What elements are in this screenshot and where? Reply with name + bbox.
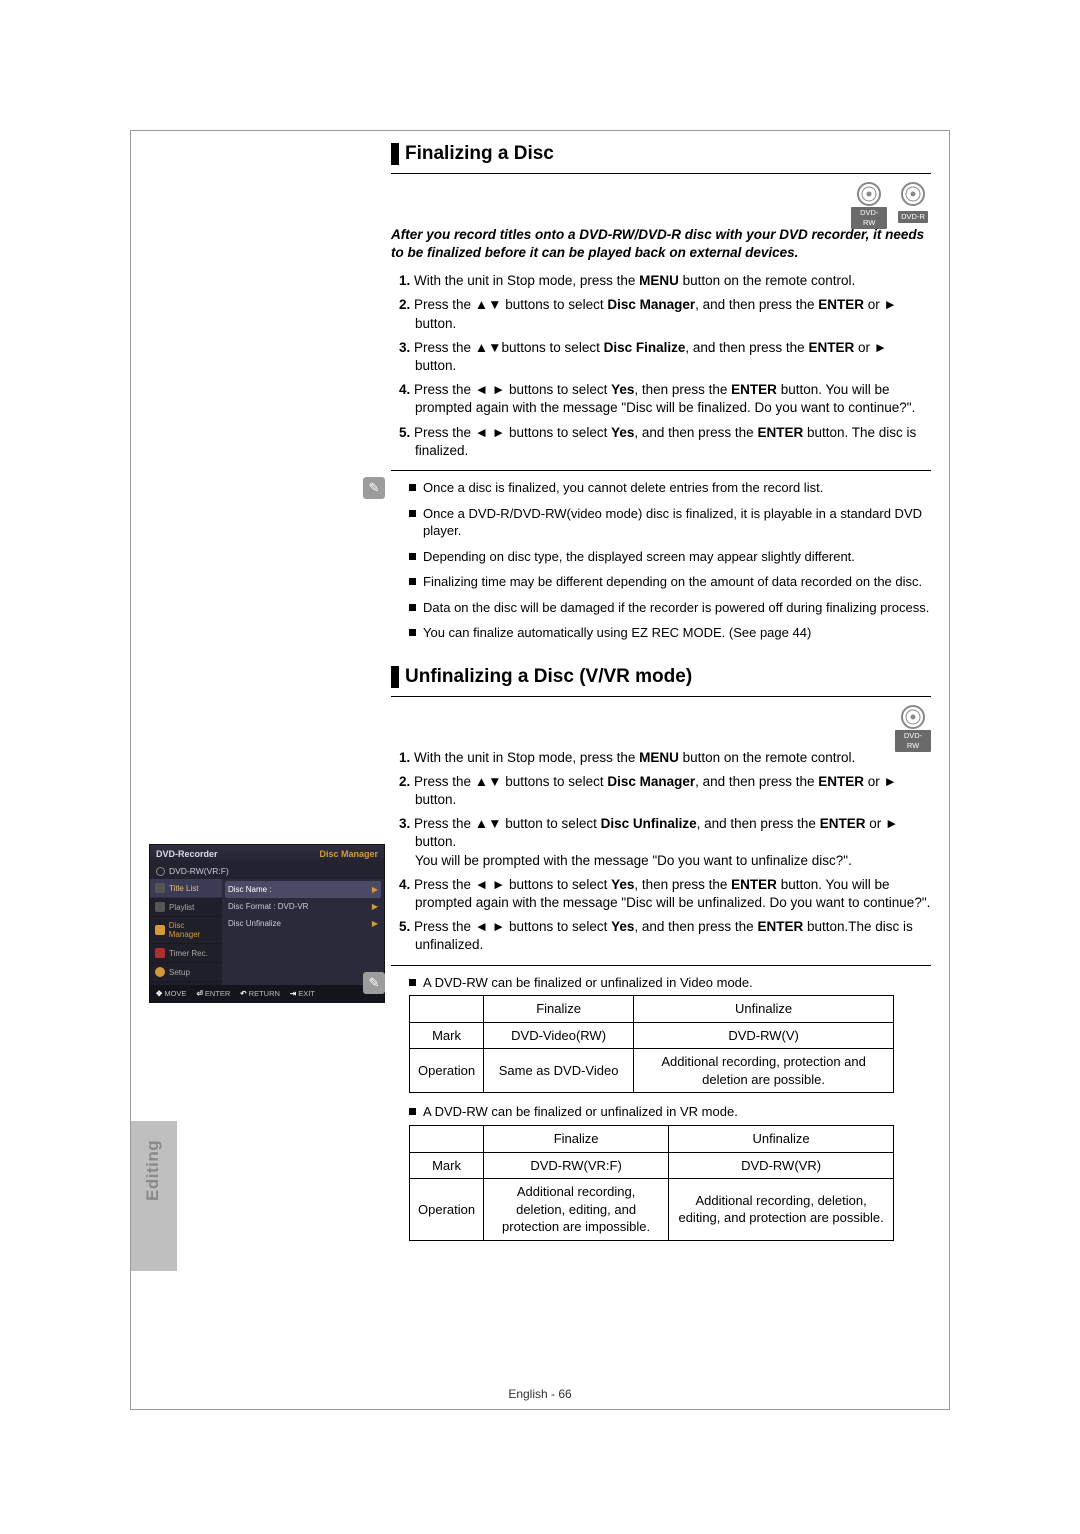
table-cell: Additional recording, deletion, editing,… <box>669 1179 894 1241</box>
menu-footer: ✥ MOVE ⏎ ENTER ↶ RETURN ⇥ EXIT <box>150 985 384 1002</box>
menu-footer-item: ⏎ ENTER <box>196 989 230 998</box>
title-bar-icon <box>391 666 399 688</box>
menu-footer-item: ⇥ EXIT <box>290 989 315 998</box>
title-bar-icon <box>391 143 399 165</box>
section2-steps: 1. With the unit in Stop mode, press the… <box>399 749 931 955</box>
step-item: 1. With the unit in Stop mode, press the… <box>399 749 931 767</box>
menu-footer-item: ↶ RETURN <box>240 989 280 998</box>
menu-left-item[interactable]: Title List <box>150 879 222 898</box>
table-cell: Additional recording, deletion, editing,… <box>484 1179 669 1241</box>
section1-intro: After you record titles onto a DVD-RW/DV… <box>391 226 931 262</box>
menu-title-left: DVD-Recorder <box>156 849 218 859</box>
table-cell: Operation <box>410 1049 484 1093</box>
table-vr-mode: FinalizeUnfinalizeMarkDVD-RW(VR:F)DVD-RW… <box>409 1125 894 1241</box>
badges-row-2: DVD-RW <box>391 705 931 741</box>
table2-caption: A DVD-RW can be finalized or unfinalized… <box>391 1103 931 1121</box>
dvdr-badge: DVD-R <box>895 182 931 218</box>
table-cell: DVD-RW(VR:F) <box>484 1152 669 1179</box>
menu-screenshot: DVD-Recorder Disc Manager DVD-RW(VR:F) T… <box>149 844 385 1003</box>
divider <box>391 696 931 697</box>
dvdrw-badge: DVD-RW <box>895 705 931 741</box>
menu-footer-item: ✥ MOVE <box>156 989 186 998</box>
table-row: OperationAdditional recording, deletion,… <box>410 1179 894 1241</box>
table-header-cell: Unfinalize <box>634 996 894 1023</box>
note-item: You can finalize automatically using EZ … <box>409 624 931 642</box>
table-row: MarkDVD-RW(VR:F)DVD-RW(VR) <box>410 1152 894 1179</box>
table-cell: Operation <box>410 1179 484 1241</box>
section1-steps: 1. With the unit in Stop mode, press the… <box>399 272 931 460</box>
table-header-cell <box>410 1125 484 1152</box>
step-item: 3. Press the ▲▼ button to select Disc Un… <box>399 815 931 870</box>
menu-right-item[interactable]: Disc Name :▶ <box>225 881 381 898</box>
step-item: 4. Press the ◄ ► buttons to select Yes, … <box>399 381 931 417</box>
table-header-cell: Unfinalize <box>669 1125 894 1152</box>
section1-notes: ✎ Once a disc is finalized, you cannot d… <box>391 470 931 642</box>
page-footer: English - 66 <box>131 1387 949 1401</box>
section2-title-row: Unfinalizing a Disc (V/VR mode) <box>391 664 931 690</box>
section1-title-row: Finalizing a Disc <box>391 141 931 167</box>
table-cell: DVD-Video(RW) <box>484 1022 634 1049</box>
badges-row: DVD-RW DVD-R <box>391 182 931 218</box>
sidebar-label: Editing <box>143 1140 163 1201</box>
menu-right-column: Disc Name :▶Disc Format : DVD-VR▶Disc Un… <box>222 879 384 985</box>
note-item: Once a DVD-R/DVD-RW(video mode) disc is … <box>409 505 931 540</box>
table-cell: Mark <box>410 1152 484 1179</box>
section1-title: Finalizing a Disc <box>405 141 554 167</box>
step-item: 5. Press the ◄ ► buttons to select Yes, … <box>399 424 931 460</box>
table-row: OperationSame as DVD-VideoAdditional rec… <box>410 1049 894 1093</box>
table-cell: DVD-RW(V) <box>634 1022 894 1049</box>
menu-left-item[interactable]: Playlist <box>150 898 222 917</box>
note-icon: ✎ <box>363 477 385 499</box>
menu-right-item[interactable]: Disc Unfinalize▶ <box>222 915 384 932</box>
note-item: Data on the disc will be damaged if the … <box>409 599 931 617</box>
note-icon: ✎ <box>363 972 385 994</box>
table-cell: Additional recording, protection and del… <box>634 1049 894 1093</box>
menu-left-item[interactable]: Setup <box>150 963 222 982</box>
page-frame: Editing DVD-Recorder Disc Manager DVD-RW… <box>130 130 950 1410</box>
note-item: Once a disc is finalized, you cannot del… <box>409 479 931 497</box>
step-item: 2. Press the ▲▼ buttons to select Disc M… <box>399 296 931 332</box>
table-header-cell: Finalize <box>484 1125 669 1152</box>
menu-left-column: Title ListPlaylistDisc ManagerTimer Rec.… <box>150 879 222 985</box>
section2-title: Unfinalizing a Disc (V/VR mode) <box>405 664 692 690</box>
table-cell: DVD-RW(VR) <box>669 1152 894 1179</box>
table-row: MarkDVD-Video(RW)DVD-RW(V) <box>410 1022 894 1049</box>
step-item: 4. Press the ◄ ► buttons to select Yes, … <box>399 876 931 912</box>
dvdrw-badge: DVD-RW <box>851 182 887 218</box>
menu-right-item[interactable]: Disc Format : DVD-VR▶ <box>222 898 384 915</box>
table-video-mode: FinalizeUnfinalizeMarkDVD-Video(RW)DVD-R… <box>409 995 894 1093</box>
step-item: 1. With the unit in Stop mode, press the… <box>399 272 931 290</box>
menu-left-item[interactable]: Timer Rec. <box>150 944 222 963</box>
step-item: 5. Press the ◄ ► buttons to select Yes, … <box>399 918 931 954</box>
table-cell: Same as DVD-Video <box>484 1049 634 1093</box>
main-content: Finalizing a Disc DVD-RW DVD-R After you… <box>391 141 931 1251</box>
note-item: Finalizing time may be different dependi… <box>409 573 931 591</box>
disc-icon <box>156 867 165 876</box>
table-cell: Mark <box>410 1022 484 1049</box>
section2-notes: ✎ A DVD-RW can be finalized or unfinaliz… <box>391 965 931 1241</box>
menu-title-right: Disc Manager <box>319 849 378 859</box>
step-item: 2. Press the ▲▼ buttons to select Disc M… <box>399 773 931 809</box>
note-item: Depending on disc type, the displayed sc… <box>409 548 931 566</box>
table1-caption: A DVD-RW can be finalized or unfinalized… <box>391 974 931 992</box>
divider <box>391 173 931 174</box>
menu-subtitle: DVD-RW(VR:F) <box>169 866 229 876</box>
step-item: 3. Press the ▲▼buttons to select Disc Fi… <box>399 339 931 375</box>
menu-left-item[interactable]: Disc Manager <box>150 917 222 944</box>
table-header-cell: Finalize <box>484 996 634 1023</box>
table-header-cell <box>410 996 484 1023</box>
